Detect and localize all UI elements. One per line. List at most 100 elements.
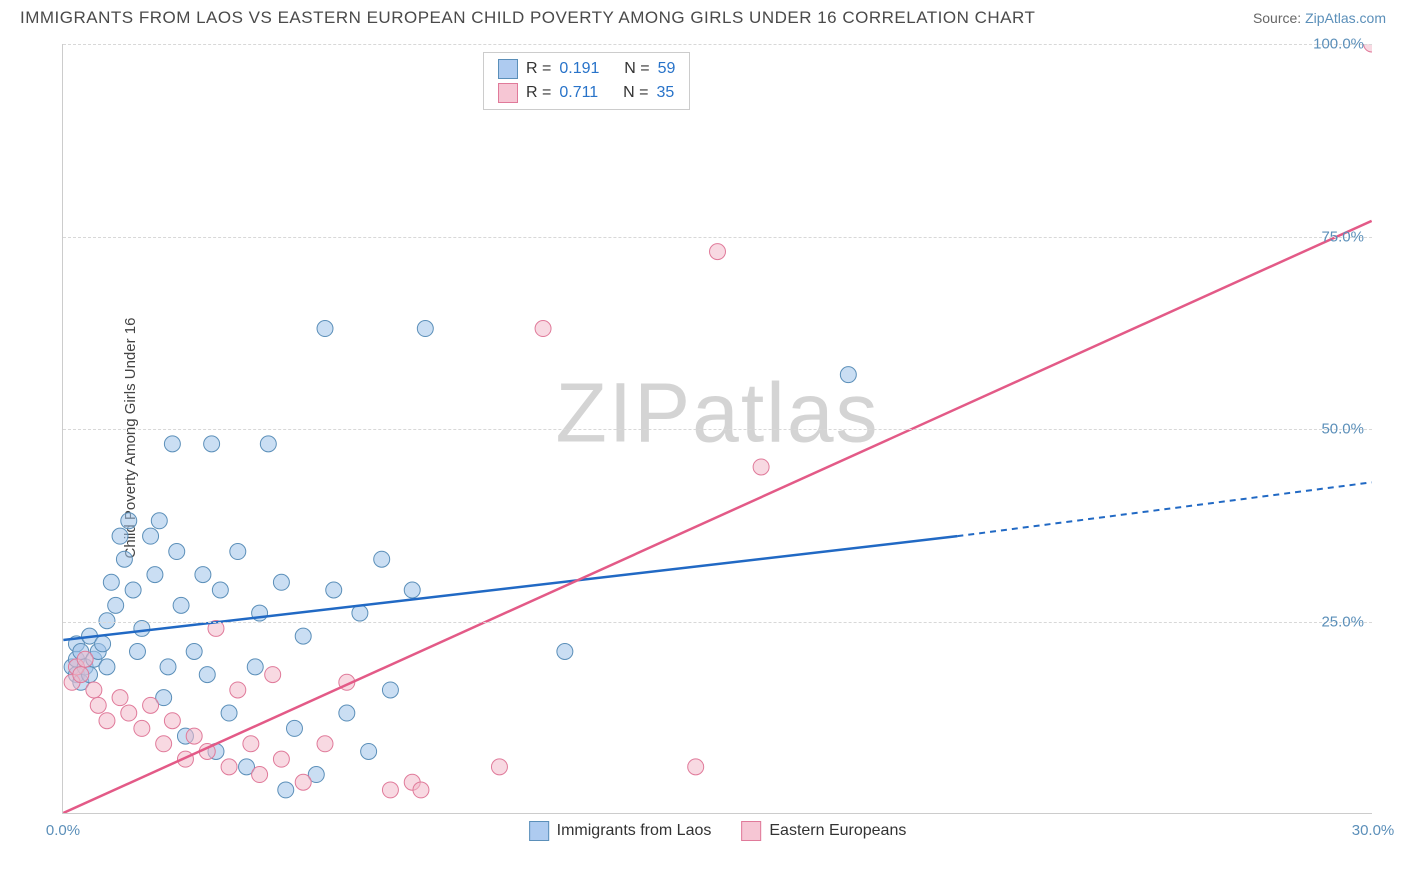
data-point	[221, 705, 237, 721]
legend-stats: R = 0.191 N = 59 R = 0.711 N = 35	[483, 52, 690, 110]
data-point	[710, 244, 726, 260]
data-point	[164, 713, 180, 729]
chart-source: Source: ZipAtlas.com	[1253, 10, 1386, 26]
data-point	[177, 751, 193, 767]
data-point	[112, 528, 128, 544]
data-point	[840, 367, 856, 383]
legend-stat-row: R = 0.191 N = 59	[498, 57, 675, 81]
y-tick-label: 25.0%	[1321, 613, 1364, 630]
data-point	[90, 644, 106, 660]
data-point	[143, 697, 159, 713]
data-point	[557, 644, 573, 660]
plot-area: ZIPatlas R = 0.191 N = 59 R = 0.711 N = …	[62, 44, 1372, 814]
data-point	[121, 705, 137, 721]
data-point	[753, 459, 769, 475]
legend-swatch	[498, 59, 518, 79]
data-point	[199, 667, 215, 683]
data-point	[361, 743, 377, 759]
data-point	[134, 620, 150, 636]
data-point	[121, 513, 137, 529]
data-point	[156, 736, 172, 752]
x-tick-label: 30.0%	[1352, 822, 1395, 839]
data-point	[73, 667, 89, 683]
data-point	[260, 436, 276, 452]
data-point	[295, 628, 311, 644]
data-point	[352, 605, 368, 621]
legend-swatch	[529, 821, 549, 841]
data-point	[125, 582, 141, 598]
legend-series-item: Eastern Europeans	[741, 821, 906, 841]
data-point	[295, 774, 311, 790]
gridline	[63, 237, 1372, 238]
data-point	[199, 743, 215, 759]
chart-header: IMMIGRANTS FROM LAOS VS EASTERN EUROPEAN…	[0, 0, 1406, 32]
legend-stat-row: R = 0.711 N = 35	[498, 81, 675, 105]
data-point	[77, 659, 93, 675]
data-point	[317, 321, 333, 337]
data-point	[374, 551, 390, 567]
data-point	[186, 644, 202, 660]
data-point	[326, 582, 342, 598]
data-point	[116, 551, 132, 567]
data-point	[273, 574, 289, 590]
chart-area: Child Poverty Among Girls Under 16 ZIPat…	[48, 38, 1388, 838]
data-point	[164, 436, 180, 452]
data-point	[143, 528, 159, 544]
data-point	[308, 767, 324, 783]
data-point	[273, 751, 289, 767]
data-point	[160, 659, 176, 675]
data-point	[535, 321, 551, 337]
data-point	[99, 713, 115, 729]
data-point	[169, 544, 185, 560]
data-point	[404, 774, 420, 790]
gridline	[63, 622, 1372, 623]
data-point	[108, 597, 124, 613]
data-point	[147, 567, 163, 583]
data-point	[99, 659, 115, 675]
data-point	[286, 720, 302, 736]
data-point	[77, 651, 93, 667]
data-point	[186, 728, 202, 744]
data-point	[212, 582, 228, 598]
legend-swatch	[741, 821, 761, 841]
data-point	[86, 682, 102, 698]
data-point	[195, 567, 211, 583]
data-point	[278, 782, 294, 798]
legend-series: Immigrants from Laos Eastern Europeans	[529, 821, 907, 841]
data-point	[247, 659, 263, 675]
data-point	[82, 667, 98, 683]
data-point	[208, 743, 224, 759]
data-point	[173, 597, 189, 613]
gridline	[63, 44, 1372, 45]
legend-series-item: Immigrants from Laos	[529, 821, 712, 841]
data-point	[239, 759, 255, 775]
data-point	[230, 544, 246, 560]
data-point	[265, 667, 281, 683]
data-point	[64, 674, 80, 690]
trend-line-extrapolated	[957, 482, 1371, 536]
data-point	[413, 782, 429, 798]
source-link[interactable]: ZipAtlas.com	[1305, 10, 1386, 26]
data-point	[382, 782, 398, 798]
chart-title: IMMIGRANTS FROM LAOS VS EASTERN EUROPEAN…	[20, 8, 1035, 28]
data-point	[230, 682, 246, 698]
data-point	[90, 697, 106, 713]
data-point	[688, 759, 704, 775]
data-point	[1364, 44, 1372, 52]
data-point	[204, 436, 220, 452]
data-point	[243, 736, 259, 752]
data-point	[64, 659, 80, 675]
data-point	[82, 628, 98, 644]
trend-line	[63, 536, 957, 640]
y-tick-label: 100.0%	[1313, 36, 1364, 53]
y-tick-label: 50.0%	[1321, 421, 1364, 438]
data-point	[317, 736, 333, 752]
data-point	[103, 574, 119, 590]
data-point	[68, 667, 84, 683]
data-point	[252, 767, 268, 783]
data-point	[404, 582, 420, 598]
data-point	[221, 759, 237, 775]
data-point	[73, 674, 89, 690]
data-point	[68, 659, 84, 675]
data-point	[208, 620, 224, 636]
